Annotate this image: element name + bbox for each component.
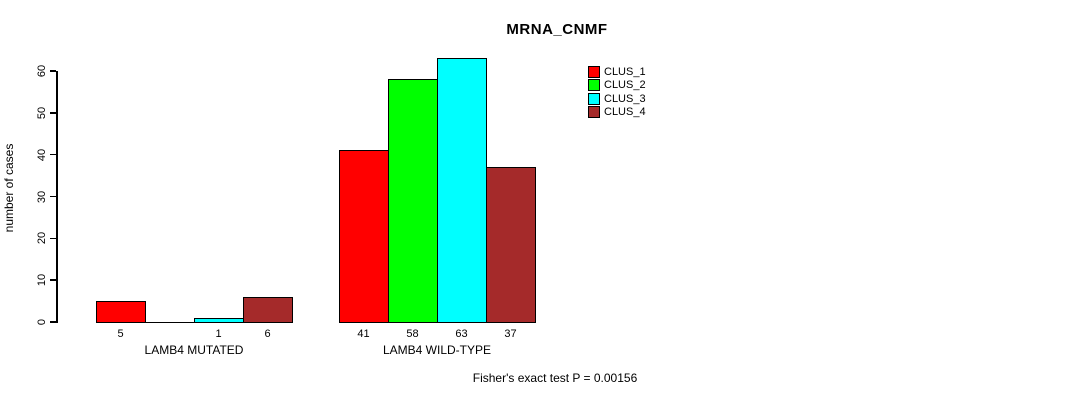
y-axis-line [56,71,58,323]
bar-value-label: 58 [406,328,419,340]
group-label: LAMB4 WILD-TYPE [382,343,492,357]
y-axis-tick-label: 0 [36,318,48,326]
y-axis-tick-label: 10 [36,274,48,287]
y-axis-tick-label: 50 [36,106,48,119]
bar-clus_4-group1 [243,297,293,323]
bar-clus_3-group2 [437,58,487,323]
legend-swatch-clus_1 [588,66,600,78]
legend-label-clus_3: CLUS_3 [604,93,646,105]
bar-clus_2-group2 [388,79,438,323]
legend-label-clus_2: CLUS_2 [604,79,646,91]
y-axis-tick-label: 30 [36,190,48,203]
y-axis-tick [50,70,56,72]
y-axis-tick [50,321,56,323]
legend-label-clus_4: CLUS_4 [604,106,646,118]
y-axis-tick-label: 40 [36,148,48,161]
bar-clus_1-group1 [96,301,146,323]
y-axis-tick [50,195,56,198]
y-axis-tick [50,112,56,114]
y-axis-tick-label: 20 [36,232,48,245]
bar-value-label: 1 [215,328,222,340]
legend-swatch-clus_4 [588,106,600,118]
y-axis-tick [50,279,56,281]
bar-value-label: 37 [504,328,517,340]
y-axis-tick [50,237,56,240]
bar-value-label: 41 [357,328,370,340]
group-label: LAMB4 MUTATED [144,343,244,357]
bar-clus_4-group2 [486,167,536,323]
bar-value-label: 6 [264,328,271,340]
fisher-test-annotation: Fisher's exact test P = 0.00156 [472,371,638,385]
legend-swatch-clus_2 [588,79,600,91]
x-axis-baseline [339,321,536,323]
bar-value-label: 63 [455,328,468,340]
y-axis-tick-label: 60 [36,64,48,78]
legend-swatch-clus_3 [588,93,600,105]
legend-label-clus_1: CLUS_1 [604,66,646,78]
bar-clus_1-group2 [339,150,389,323]
y-axis-tick [50,153,56,156]
x-axis-baseline [96,321,293,323]
chart-title: MRNA_CNMF [506,21,608,38]
y-axis-label: number of cases [2,143,16,233]
bar-value-label: 5 [117,328,124,340]
